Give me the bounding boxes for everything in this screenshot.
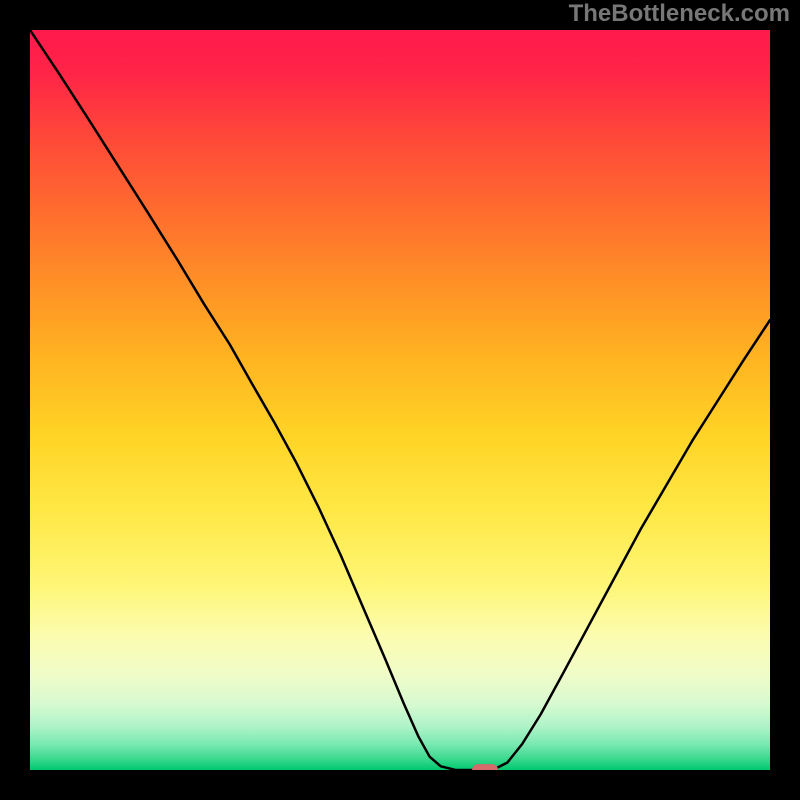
chart-svg <box>30 30 770 770</box>
optimal-point-marker <box>472 764 498 770</box>
chart-plot-area <box>30 30 770 770</box>
watermark-text: TheBottleneck.com <box>569 0 790 28</box>
chart-background-gradient <box>30 30 770 770</box>
